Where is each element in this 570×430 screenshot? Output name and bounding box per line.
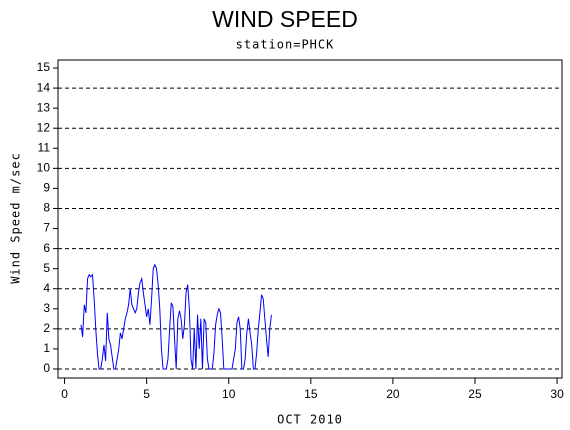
- y-tick-label: 13: [37, 100, 51, 114]
- y-tick-label: 12: [37, 120, 51, 134]
- y-tick-label: 10: [37, 161, 51, 175]
- x-tick-label: 25: [468, 387, 482, 401]
- y-tick-label: 0: [43, 361, 50, 375]
- y-tick-label: 6: [43, 241, 50, 255]
- y-axis-label: Wind Speed m/sec: [9, 152, 23, 284]
- x-tick-label: 0: [61, 387, 68, 401]
- y-tick-label: 3: [43, 301, 50, 315]
- y-tick-label: 9: [43, 181, 50, 195]
- y-tick-label: 8: [43, 201, 50, 215]
- chart-subtitle: station=PHCK: [236, 38, 335, 52]
- chart-title: WIND SPEED: [212, 6, 358, 32]
- plot-frame: [57, 59, 563, 379]
- x-tick-label: 20: [386, 387, 400, 401]
- data-line: [80, 263, 272, 370]
- y-tick-label: 1: [43, 341, 50, 355]
- x-tick-label: 30: [550, 387, 564, 401]
- x-tick-label: 5: [143, 387, 150, 401]
- y-tick-label: 7: [43, 221, 50, 235]
- x-tick-label: 15: [304, 387, 318, 401]
- y-tick-label: 4: [43, 281, 50, 295]
- x-axis-label: OCT 2010: [277, 413, 343, 427]
- x-tick-label: 10: [222, 387, 236, 401]
- y-tick-label: 15: [37, 60, 51, 74]
- y-tick-label: 2: [43, 321, 50, 335]
- y-tick-label: 5: [43, 261, 50, 275]
- y-tick-label: 14: [37, 80, 51, 94]
- y-tick-label: 11: [38, 140, 51, 154]
